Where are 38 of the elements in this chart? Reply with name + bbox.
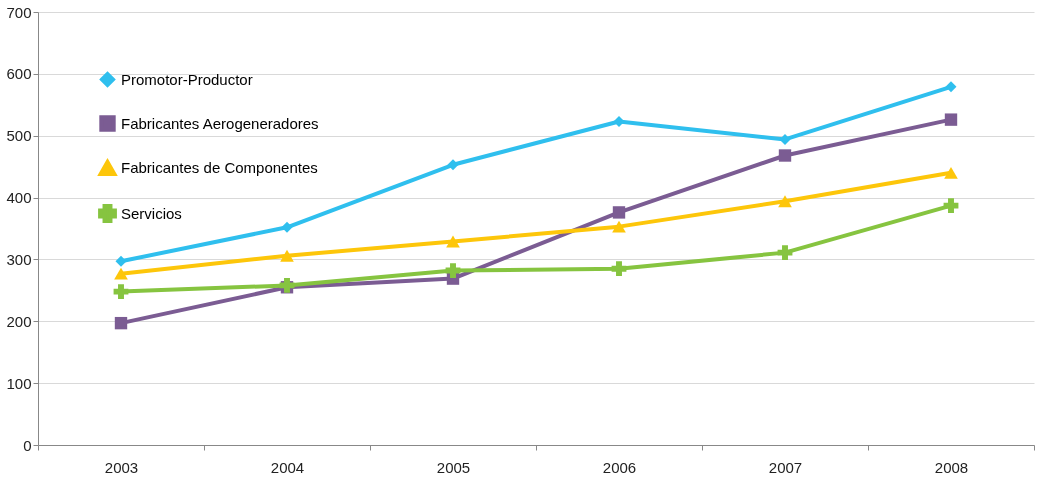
point — [612, 220, 626, 233]
point — [447, 159, 459, 171]
point — [778, 195, 792, 208]
y-tick-label: 100 — [6, 374, 32, 392]
legend-label: Promotor-Productor — [121, 70, 253, 88]
x-tick-label: 2003 — [104, 458, 139, 476]
point — [280, 249, 294, 262]
y-tick-label: 400 — [6, 189, 32, 207]
point — [114, 316, 128, 330]
point — [944, 166, 958, 179]
point — [778, 149, 792, 162]
y-tick-label: 500 — [6, 127, 32, 145]
point — [945, 81, 957, 93]
point — [777, 245, 793, 261]
point — [612, 206, 626, 219]
y-tick-label: 0 — [23, 436, 32, 454]
point — [446, 235, 460, 248]
legend-label: Fabricantes Aerogeneradores — [121, 114, 319, 132]
point — [611, 261, 627, 277]
point — [944, 113, 958, 126]
point — [114, 267, 128, 280]
y-tick-label: 600 — [6, 65, 32, 83]
point — [943, 198, 959, 214]
y-tick-label: 300 — [6, 250, 32, 268]
legend-label: Servicios — [121, 204, 182, 222]
legend-label: Fabricantes de Componentes — [121, 159, 318, 176]
x-tick-label: 2006 — [602, 458, 637, 476]
y-tick-label: 200 — [6, 312, 32, 330]
x-tick-label: 2004 — [270, 458, 305, 476]
point — [281, 221, 293, 233]
point — [279, 277, 295, 293]
x-tick-label: 2007 — [768, 458, 803, 476]
point — [115, 255, 127, 267]
y-tick-label: 700 — [6, 3, 32, 21]
x-tick-label: 2008 — [934, 458, 969, 476]
point — [445, 263, 461, 278]
point — [113, 284, 129, 300]
x-tick-label: 2005 — [436, 458, 471, 476]
